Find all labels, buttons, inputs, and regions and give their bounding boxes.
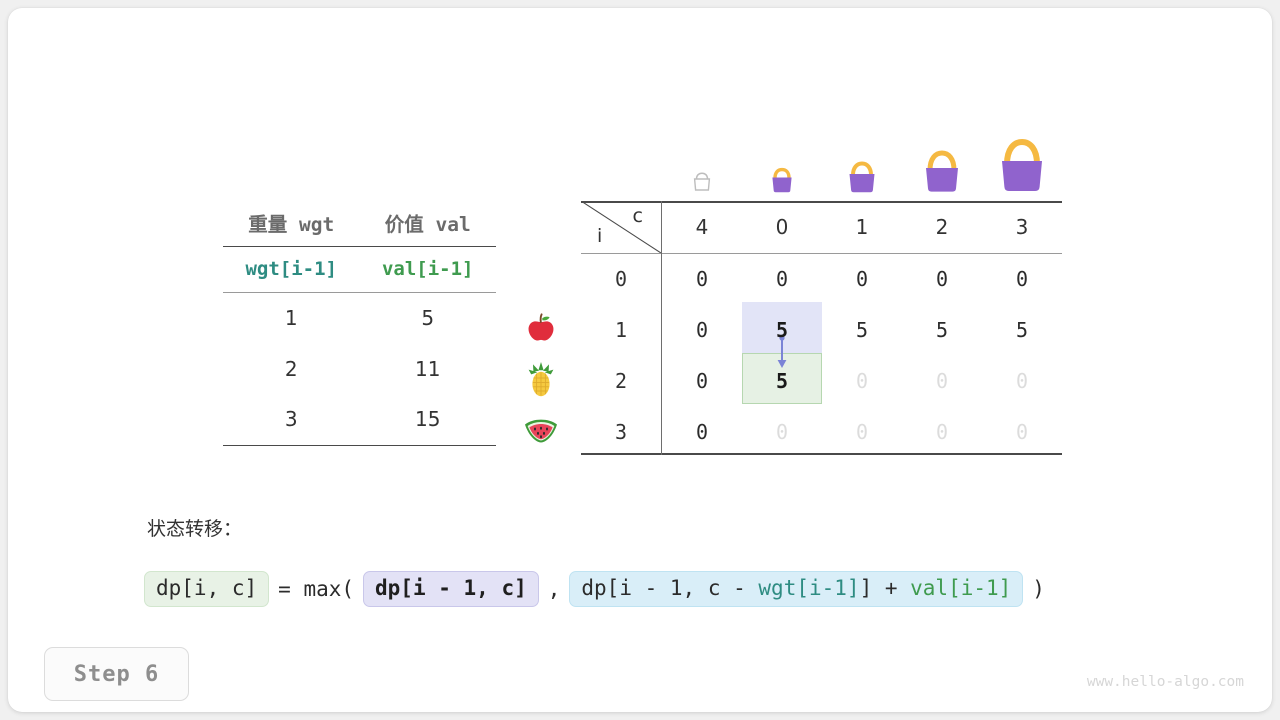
dp-cell-3-1: 0 — [775, 419, 789, 444]
bag-size-1-icon — [742, 162, 822, 194]
item-icons-column — [513, 302, 569, 455]
item-weight-3: 3 — [223, 394, 360, 446]
dp-col-header-4: 4 — [695, 215, 709, 239]
table-row: 2 11 — [223, 343, 496, 394]
column-header-weight: 重量 wgt — [223, 200, 360, 247]
bag-size-2-glyph — [849, 161, 875, 193]
table-row: 1 5 — [223, 292, 496, 343]
watermelon-glyph — [525, 419, 557, 442]
bag-size-3-icon — [902, 142, 982, 194]
item-value-2: 11 — [415, 356, 441, 381]
pineapple-icon — [513, 353, 569, 404]
dp-corner-label-i: i — [597, 225, 603, 247]
bag-empty-icon — [662, 170, 742, 194]
dp-row-header-1: 1 — [614, 317, 628, 342]
dp-header-border — [581, 253, 1062, 255]
dp-cell-0-1: 0 — [775, 266, 789, 291]
item-table-header-row: 重量 wgt 价值 val — [223, 200, 496, 247]
item-table-subheader-row: wgt[i-1] val[i-1] — [223, 246, 496, 293]
dp-bottom-border — [581, 453, 1062, 455]
item-weight-1: 1 — [284, 305, 298, 330]
pineapple-glyph — [528, 361, 554, 396]
formula-close-paren: ) — [1032, 577, 1045, 601]
dp-row-header-divider — [661, 201, 663, 455]
dp-col-header-2: 2 — [935, 215, 949, 239]
dp-cell-1-4: 5 — [1015, 317, 1029, 342]
dp-cell-1-1: 5 — [775, 317, 789, 342]
formula-option-skip: dp[i - 1, c] — [363, 571, 539, 607]
step-badge: Step 6 — [44, 647, 189, 701]
dp-col-header-3: 3 — [1015, 215, 1029, 239]
formula-option-take: dp[i - 1, c - wgt[i-1]] + val[i-1] — [569, 571, 1024, 607]
dp-cell-0-2: 0 — [855, 266, 869, 291]
state-transition-formula: dp[i, c] = max( dp[i - 1, c] , dp[i - 1,… — [144, 566, 1054, 612]
bag-size-4-icon — [982, 130, 1062, 194]
step-badge-label: Step 6 — [73, 661, 160, 687]
dp-corner-label-c: c — [632, 205, 643, 227]
dp-table: c i 0 1 2 3 4 0 1 2 3 0 0 0 0 0 0 5 5 5 … — [581, 201, 1062, 455]
table-row: 3 15 — [223, 394, 496, 446]
dp-cell-2-0: 0 — [695, 368, 709, 393]
dp-cell-2-1: 5 — [775, 368, 789, 393]
diagonal-divider-icon — [581, 201, 661, 253]
item-value-1: 5 — [421, 305, 435, 330]
apple-glyph — [528, 312, 554, 340]
dp-cell-0-3: 0 — [935, 266, 949, 291]
subheader-val-expr: val[i-1] — [359, 246, 496, 293]
state-transition-label: 状态转移： — [147, 518, 243, 540]
watermelon-icon — [513, 404, 569, 455]
formula-take-wgt: wgt[i-1] — [758, 576, 860, 600]
watermark: www.hello-algo.com — [1086, 674, 1244, 690]
dp-cell-3-3: 0 — [935, 419, 949, 444]
dp-corner-cell: c i — [581, 201, 661, 253]
item-value-3: 15 — [359, 394, 496, 446]
bag-size-2-icon — [822, 154, 902, 194]
formula-equals-max: = max( — [278, 577, 355, 601]
dp-cell-0-0: 0 — [695, 266, 709, 291]
dp-cell-1-3: 5 — [935, 317, 949, 342]
dp-cell-3-4: 0 — [1015, 419, 1029, 444]
dp-cell-3-0: 0 — [695, 419, 709, 444]
dp-cell-3-2: 0 — [855, 419, 869, 444]
bag-capacity-icons — [662, 128, 1062, 194]
bag-empty-glyph — [693, 172, 711, 191]
dp-col-header-1: 1 — [855, 215, 869, 239]
bag-size-3-glyph — [926, 150, 958, 192]
dp-col-header-0: 0 — [775, 215, 789, 239]
item-weight-2: 2 — [284, 356, 298, 381]
apple-icon — [513, 302, 569, 353]
dp-row-header-2: 2 — [614, 368, 628, 393]
dp-cell-2-2: 0 — [855, 368, 869, 393]
formula-take-middle: ] + — [859, 576, 911, 600]
item-table: 重量 wgt 价值 val wgt[i-1] val[i-1] 1 5 2 11 — [223, 200, 496, 446]
dp-cell-0-4: 0 — [1015, 266, 1029, 291]
bag-size-4-glyph — [1002, 138, 1042, 191]
dp-row-header-0: 0 — [614, 266, 628, 291]
formula-take-val: val[i-1] — [910, 576, 1012, 600]
dp-cell-2-4: 0 — [1015, 368, 1029, 393]
dp-top-border — [581, 201, 1062, 203]
formula-lhs: dp[i, c] — [144, 571, 270, 607]
formula-comma: , — [547, 577, 561, 601]
formula-take-prefix: dp[i - 1, c - — [581, 576, 759, 600]
column-header-value: 价值 val — [359, 200, 496, 247]
slide-card: 重量 wgt 价值 val wgt[i-1] val[i-1] 1 5 2 11 — [8, 8, 1272, 712]
item-table-grid: 重量 wgt 价值 val wgt[i-1] val[i-1] 1 5 2 11 — [223, 200, 496, 446]
dp-cell-1-2: 5 — [855, 317, 869, 342]
dp-cell-1-0: 0 — [695, 317, 709, 342]
dp-row-header-3: 3 — [614, 419, 628, 444]
bag-size-1-glyph — [772, 167, 792, 193]
subheader-wgt-expr: wgt[i-1] — [223, 246, 360, 293]
dp-cell-2-3: 0 — [935, 368, 949, 393]
